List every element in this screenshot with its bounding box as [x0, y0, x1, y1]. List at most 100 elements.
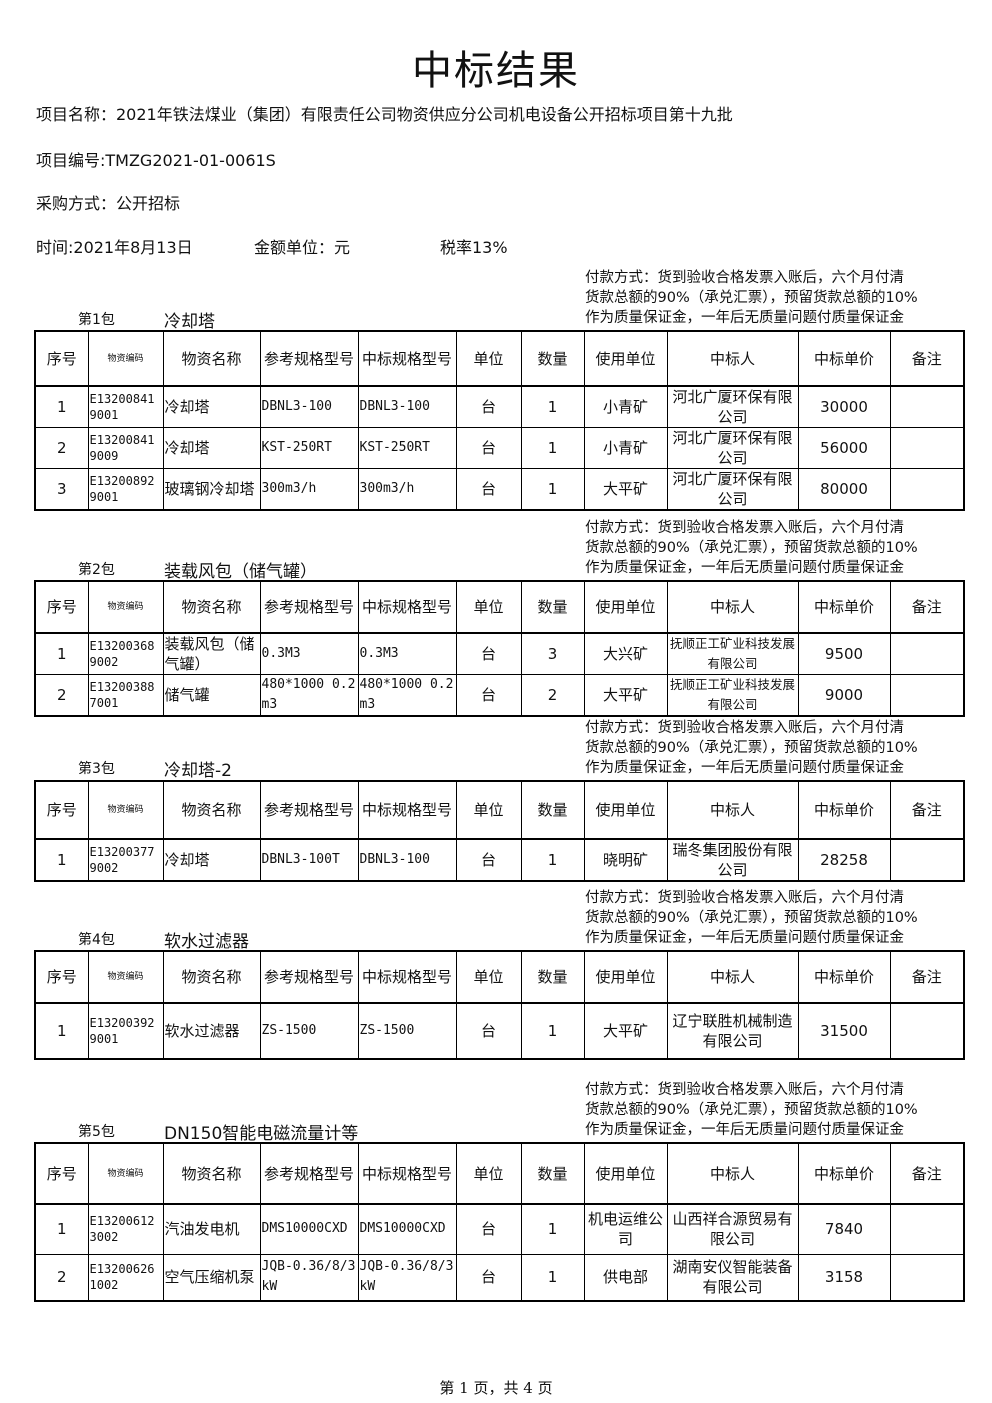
- tax-rate: 税率13%: [440, 238, 508, 257]
- package-name: 装载风包（储气罐）: [164, 562, 317, 582]
- cell: 1: [520, 1002, 585, 1060]
- cell: DBNL3-100: [357, 385, 457, 428]
- cell: 台: [455, 385, 522, 428]
- table-row: 2 E132008419009 冷却塔 KST-250RT KST-250RT 台 1 小青矿…: [34, 427, 965, 469]
- package-name: DN150智能电磁流量计等: [164, 1124, 359, 1144]
- column-header: 中标规格型号: [357, 950, 457, 1004]
- cell: 冷却塔: [162, 385, 261, 428]
- project-number: 项目编号:TMZG2021-01-0061S: [36, 151, 276, 170]
- result-table: 序号 物资编码 物资名称 参考规格型号 中标规格型号 单位 数量 使用单位 中标人 中标单价 备注 1…: [34, 1142, 965, 1302]
- column-header: 备注: [889, 780, 965, 840]
- table-row: 2 E132003887001 储气罐 480*1000 0.2m3 480*1000 …: [34, 674, 965, 717]
- cell: 0.3M3: [357, 632, 457, 675]
- column-header: 数量: [520, 780, 585, 840]
- table-row: 3 E132008929001 玻璃钢冷却塔 300m3/h 300m3/h 台 1 大平矿河…: [34, 468, 965, 511]
- cell: 山西祥合源贸易有限公司: [666, 1203, 799, 1255]
- column-header: 序号: [34, 1142, 89, 1205]
- cell: [889, 632, 965, 675]
- cell: 台: [455, 632, 522, 675]
- cell: 80000: [797, 468, 891, 511]
- cell: 供电部: [583, 1253, 668, 1302]
- cell: 冷却塔: [162, 838, 261, 882]
- cell: 1: [34, 385, 89, 428]
- column-header: 备注: [889, 580, 965, 634]
- cell: 台: [455, 427, 522, 469]
- cell: 7840: [797, 1203, 891, 1255]
- payment-terms: 付款方式：货到验收合格发票入账后，六个月付清 货款总额的90%（承兑汇票），预留货…: [585, 718, 960, 778]
- cell: 软水过滤器: [162, 1002, 261, 1060]
- cell: ZS-1500: [259, 1002, 359, 1060]
- cell: [889, 1203, 965, 1255]
- cell: 大平矿: [583, 1002, 668, 1060]
- column-header: 序号: [34, 950, 89, 1004]
- page-title: 中标结果: [412, 48, 580, 94]
- time: 时间:2021年8月13日: [36, 238, 193, 257]
- cell: [889, 385, 965, 428]
- cell: 汽油发电机: [162, 1203, 261, 1255]
- table-header: 序号 物资编码 物资名称 参考规格型号 中标规格型号 单位 数量 使用单位 中标人 中标单价 备注: [34, 580, 965, 634]
- result-table: 序号 物资编码 物资名称 参考规格型号 中标规格型号 单位 数量 使用单位 中标人 中标单价 备注 1…: [34, 950, 965, 1060]
- cell: E132006261002: [87, 1253, 164, 1302]
- payment-line: 货款总额的90%（承兑汇票），预留货款总额的10%: [585, 1102, 918, 1118]
- project-name: 项目名称：2021年铁法煤业（集团）有限责任公司物资供应分公司机电设备公开招标项…: [36, 105, 733, 124]
- cell: E132006123002: [87, 1203, 164, 1255]
- column-header: 中标规格型号: [357, 780, 457, 840]
- cell: 机电运维公司: [583, 1203, 668, 1255]
- payment-line: 作为质量保证金，一年后无质量问题付质量保证金: [585, 310, 904, 326]
- column-header: 中标单价: [797, 330, 891, 387]
- column-header: 序号: [34, 780, 89, 840]
- column-header: 物资名称: [162, 1142, 261, 1205]
- cell: 空气压缩机泵: [162, 1253, 261, 1302]
- cell: 9000: [797, 674, 891, 717]
- payment-line: 货款总额的90%（承兑汇票），预留货款总额的10%: [585, 740, 918, 756]
- payment-terms: 付款方式：货到验收合格发票入账后，六个月付清 货款总额的90%（承兑汇票），预留货…: [585, 888, 960, 948]
- cell: 480*1000 0.2m3: [259, 674, 359, 717]
- result-table: 序号 物资编码 物资名称 参考规格型号 中标规格型号 单位 数量 使用单位 中标人 中标单价 备注 1…: [34, 780, 965, 882]
- column-header: 使用单位: [583, 950, 668, 1004]
- package-name: 软水过滤器: [164, 932, 249, 952]
- cell: [889, 468, 965, 511]
- cell: 抚顺正工矿业科技发展有限公司: [666, 632, 799, 675]
- currency-unit: 金额单位：元: [254, 238, 351, 257]
- cell: DBNL3-100: [259, 385, 359, 428]
- cell: 台: [455, 468, 522, 511]
- column-header: 中标单价: [797, 580, 891, 634]
- cell: E132008419001: [87, 385, 164, 428]
- payment-line: 付款方式：货到验收合格发票入账后，六个月付清: [585, 270, 904, 286]
- cell: 1: [520, 385, 585, 428]
- package-label: 第3包: [78, 761, 115, 777]
- cell: 河北广厦环保有限公司: [666, 427, 799, 469]
- table-row: 1 E132003929001 软水过滤器 ZS-1500 ZS-1500 台 1 大平矿 辽宁…: [34, 1002, 965, 1060]
- payment-line: 付款方式：货到验收合格发票入账后，六个月付清: [585, 520, 904, 536]
- cell: DBNL3-100T: [259, 838, 359, 882]
- column-header: 使用单位: [583, 330, 668, 387]
- table-header: 序号 物资编码 物资名称 参考规格型号 中标规格型号 单位 数量 使用单位 中标人 中标单价 备注: [34, 330, 965, 387]
- package-label: 第2包: [78, 562, 115, 578]
- column-header: 单位: [455, 330, 522, 387]
- table-row: 1 E132003689002 装载风包（储气罐） 0.3M3 0.3M3 台 3 大兴矿 抚顺…: [34, 632, 965, 675]
- cell: DMS10000CXD: [259, 1203, 359, 1255]
- cell: 56000: [797, 427, 891, 469]
- cell: E132008929001: [87, 468, 164, 511]
- column-header: 物资编码: [87, 780, 164, 840]
- column-header: 使用单位: [583, 580, 668, 634]
- payment-line: 作为质量保证金，一年后无质量问题付质量保证金: [585, 760, 904, 776]
- cell: 28258: [797, 838, 891, 882]
- cell: 3158: [797, 1253, 891, 1302]
- column-header: 参考规格型号: [259, 780, 359, 840]
- column-header: 参考规格型号: [259, 580, 359, 634]
- result-table: 序号 物资编码 物资名称 参考规格型号 中标规格型号 单位 数量 使用单位 中标人 中标单价 备注 1…: [34, 330, 965, 511]
- column-header: 物资名称: [162, 330, 261, 387]
- cell: 2: [34, 1253, 89, 1302]
- cell: 小青矿: [583, 427, 668, 469]
- payment-line: 货款总额的90%（承兑汇票），预留货款总额的10%: [585, 910, 918, 926]
- cell: 1: [520, 1203, 585, 1255]
- column-header: 物资名称: [162, 780, 261, 840]
- column-header: 单位: [455, 780, 522, 840]
- cell: E132008419009: [87, 427, 164, 469]
- column-header: 使用单位: [583, 780, 668, 840]
- page-footer: 第 1 页，共 4 页: [439, 1379, 553, 1397]
- payment-terms: 付款方式：货到验收合格发票入账后，六个月付清 货款总额的90%（承兑汇票），预留货…: [585, 268, 960, 328]
- column-header: 数量: [520, 1142, 585, 1205]
- cell: [889, 838, 965, 882]
